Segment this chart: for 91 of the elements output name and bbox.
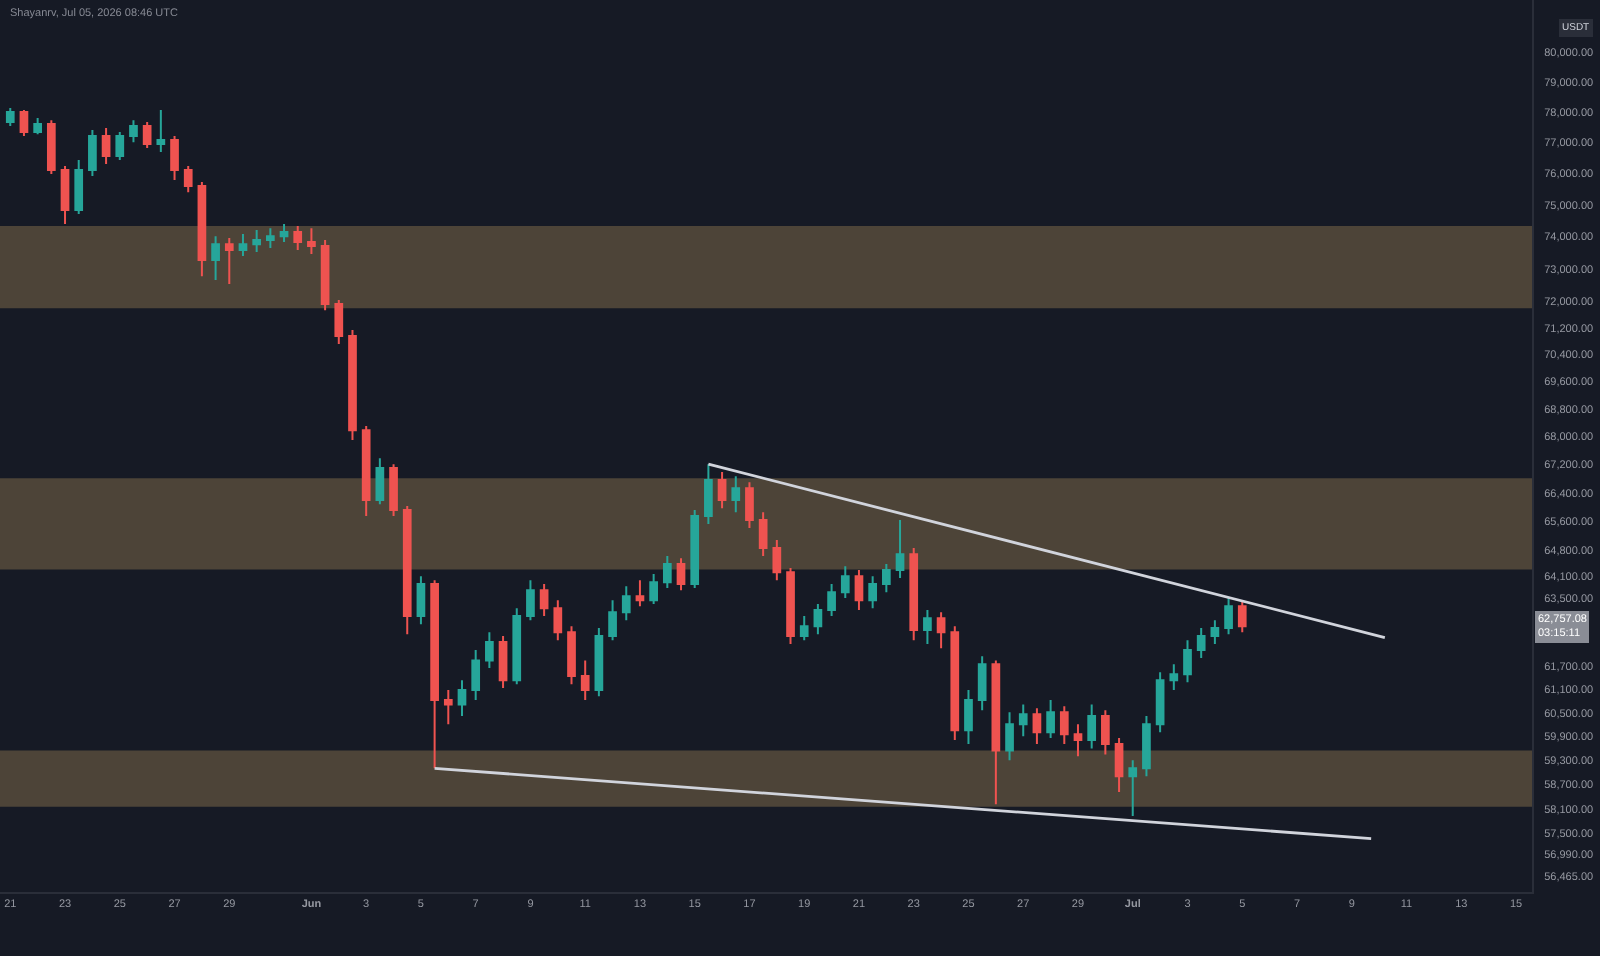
candlestick	[88, 128, 97, 177]
candlestick	[936, 611, 946, 650]
candlestick	[1101, 709, 1110, 756]
candlestick	[758, 511, 768, 558]
candlestick	[539, 582, 549, 618]
candlestick	[46, 119, 56, 176]
candlestick	[827, 582, 836, 618]
candlestick	[5, 107, 15, 127]
candlestick	[813, 603, 823, 636]
candlestick	[320, 239, 330, 312]
candlestick	[170, 135, 179, 181]
candlestick	[1183, 639, 1192, 684]
candlestick	[1210, 619, 1220, 645]
candlestick	[60, 164, 70, 226]
candlestick	[786, 567, 795, 645]
candlestick	[964, 689, 973, 746]
candlestick	[1114, 737, 1124, 794]
candlestick	[1059, 705, 1069, 746]
candlestick	[485, 631, 494, 670]
candlestick	[690, 509, 700, 590]
candlestick	[183, 164, 193, 194]
candlestick	[950, 625, 960, 742]
candlestick	[649, 573, 658, 606]
candlestick	[1018, 703, 1028, 738]
candlestick	[457, 679, 467, 718]
candlestick	[498, 635, 508, 690]
candlestick	[1087, 703, 1097, 750]
candlestick	[1169, 663, 1179, 691]
candlestick	[731, 475, 741, 514]
candlestick	[676, 557, 686, 592]
candlestick	[238, 232, 248, 258]
candlestick	[909, 546, 919, 642]
candlestick	[33, 117, 42, 136]
candlestick	[224, 237, 234, 285]
candlestick	[1073, 723, 1083, 758]
candlestick	[923, 609, 932, 645]
candlestick	[512, 607, 522, 686]
candlestick	[553, 599, 563, 642]
candlestick	[567, 625, 576, 686]
candlestick	[772, 538, 782, 582]
candlestick	[608, 599, 617, 642]
candlestick	[1032, 707, 1042, 746]
candlestick	[443, 689, 453, 726]
candlestick	[416, 575, 426, 626]
candlestick	[334, 298, 344, 346]
candlestick	[101, 127, 111, 166]
candlestick	[1196, 627, 1206, 660]
candlestick	[526, 579, 535, 622]
candlestick	[717, 470, 727, 510]
candlestick	[211, 235, 220, 282]
candlestick	[594, 627, 604, 698]
candlestick	[854, 568, 864, 612]
candlestick	[635, 579, 645, 608]
candlestick	[361, 425, 371, 518]
candlestick	[197, 181, 207, 278]
candlestick	[882, 563, 891, 594]
candlestick	[279, 223, 289, 243]
candlestick	[1155, 671, 1165, 734]
candlestick	[1142, 715, 1151, 778]
candlestick	[991, 659, 1001, 806]
candlestick	[74, 159, 84, 215]
candlestick	[402, 505, 412, 636]
candlestick	[293, 224, 303, 251]
candlestick	[266, 227, 275, 250]
candlestick	[868, 575, 878, 610]
candlestick	[129, 119, 138, 144]
candlestick	[977, 655, 987, 712]
candlestick	[1005, 711, 1014, 762]
candlestick	[142, 120, 152, 149]
candlestick	[1224, 597, 1233, 636]
candlestick	[389, 463, 398, 518]
candlestick	[348, 329, 357, 441]
candlestick	[471, 649, 481, 702]
candlestick	[375, 457, 385, 506]
candlestick	[621, 585, 631, 622]
candlestick	[799, 615, 809, 642]
candlestick	[252, 229, 262, 253]
candlestick	[745, 481, 754, 529]
candlestick	[156, 109, 166, 154]
candlestick	[662, 555, 672, 590]
candlestick	[1128, 759, 1138, 818]
candlestick	[307, 227, 316, 256]
candlestick	[895, 519, 905, 580]
candlestick	[704, 463, 713, 526]
candlestick	[1046, 699, 1055, 740]
candlestick	[580, 659, 590, 702]
candlestick	[19, 109, 29, 138]
candlestick	[115, 131, 125, 162]
candlestick	[430, 579, 439, 770]
candlestick	[1237, 599, 1247, 634]
candlestick	[840, 565, 850, 600]
